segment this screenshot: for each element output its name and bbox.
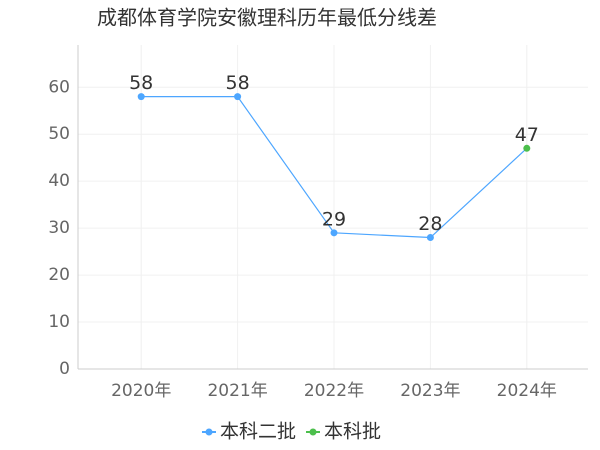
data-label: 47 bbox=[515, 124, 539, 146]
legend-label: 本科二批 bbox=[220, 421, 296, 443]
y-tick-label: 40 bbox=[48, 171, 70, 191]
legend-label: 本科批 bbox=[324, 421, 381, 443]
line bbox=[141, 96, 431, 239]
x-tick-label: 2024年 bbox=[497, 381, 557, 401]
y-tick-label: 10 bbox=[48, 312, 70, 332]
connector bbox=[429, 147, 528, 238]
x-tick-label: 2022年 bbox=[304, 381, 364, 401]
data-label: 28 bbox=[418, 213, 442, 235]
data-label: 58 bbox=[226, 72, 250, 94]
y-tick-label: 50 bbox=[48, 124, 70, 144]
legend-marker bbox=[205, 428, 213, 436]
y-tick-label: 0 bbox=[59, 359, 70, 379]
data-label: 29 bbox=[322, 208, 346, 230]
point bbox=[523, 144, 531, 152]
x-tick-label: 2023年 bbox=[400, 381, 460, 401]
x-tick-label: 2020年 bbox=[111, 381, 171, 401]
point bbox=[426, 234, 434, 242]
y-tick-label: 20 bbox=[48, 265, 70, 285]
chart-title: 成都体育学院安徽理科历年最低分线差 bbox=[97, 6, 437, 30]
y-tick-label: 30 bbox=[48, 218, 70, 238]
point bbox=[234, 93, 242, 101]
y-tick-label: 60 bbox=[48, 77, 70, 97]
point bbox=[137, 93, 145, 101]
data-label: 58 bbox=[129, 72, 153, 94]
point bbox=[330, 229, 338, 237]
x-tick-label: 2021年 bbox=[207, 381, 267, 401]
legend-marker bbox=[309, 428, 317, 436]
